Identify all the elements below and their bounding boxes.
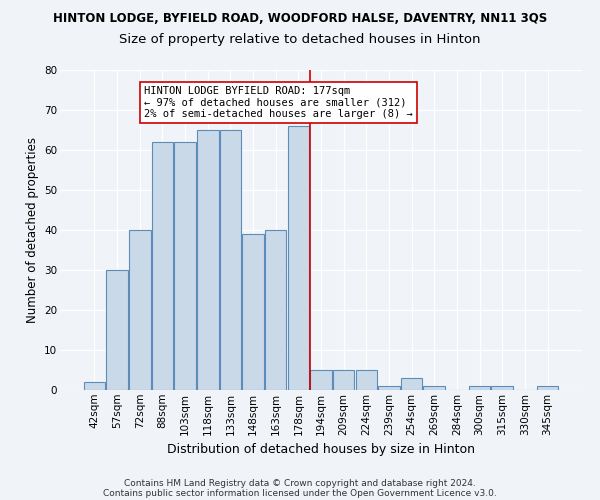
Bar	[220, 130, 241, 390]
Bar	[333, 370, 355, 390]
Text: HINTON LODGE, BYFIELD ROAD, WOODFORD HALSE, DAVENTRY, NN11 3QS: HINTON LODGE, BYFIELD ROAD, WOODFORD HAL…	[53, 12, 547, 26]
Bar	[106, 270, 128, 390]
Text: Contains public sector information licensed under the Open Government Licence v3: Contains public sector information licen…	[103, 488, 497, 498]
Bar	[424, 386, 445, 390]
Bar	[469, 386, 490, 390]
Bar	[378, 386, 400, 390]
Bar	[197, 130, 218, 390]
Bar	[401, 378, 422, 390]
Bar	[537, 386, 558, 390]
Bar	[175, 142, 196, 390]
Text: HINTON LODGE BYFIELD ROAD: 177sqm
← 97% of detached houses are smaller (312)
2% : HINTON LODGE BYFIELD ROAD: 177sqm ← 97% …	[145, 86, 413, 119]
Bar	[84, 382, 105, 390]
Text: Size of property relative to detached houses in Hinton: Size of property relative to detached ho…	[119, 32, 481, 46]
X-axis label: Distribution of detached houses by size in Hinton: Distribution of detached houses by size …	[167, 443, 475, 456]
Bar	[356, 370, 377, 390]
Bar	[310, 370, 332, 390]
Bar	[129, 230, 151, 390]
Bar	[265, 230, 286, 390]
Y-axis label: Number of detached properties: Number of detached properties	[26, 137, 38, 323]
Bar	[152, 142, 173, 390]
Bar	[242, 234, 264, 390]
Bar	[491, 386, 513, 390]
Text: Contains HM Land Registry data © Crown copyright and database right 2024.: Contains HM Land Registry data © Crown c…	[124, 478, 476, 488]
Bar	[287, 126, 309, 390]
